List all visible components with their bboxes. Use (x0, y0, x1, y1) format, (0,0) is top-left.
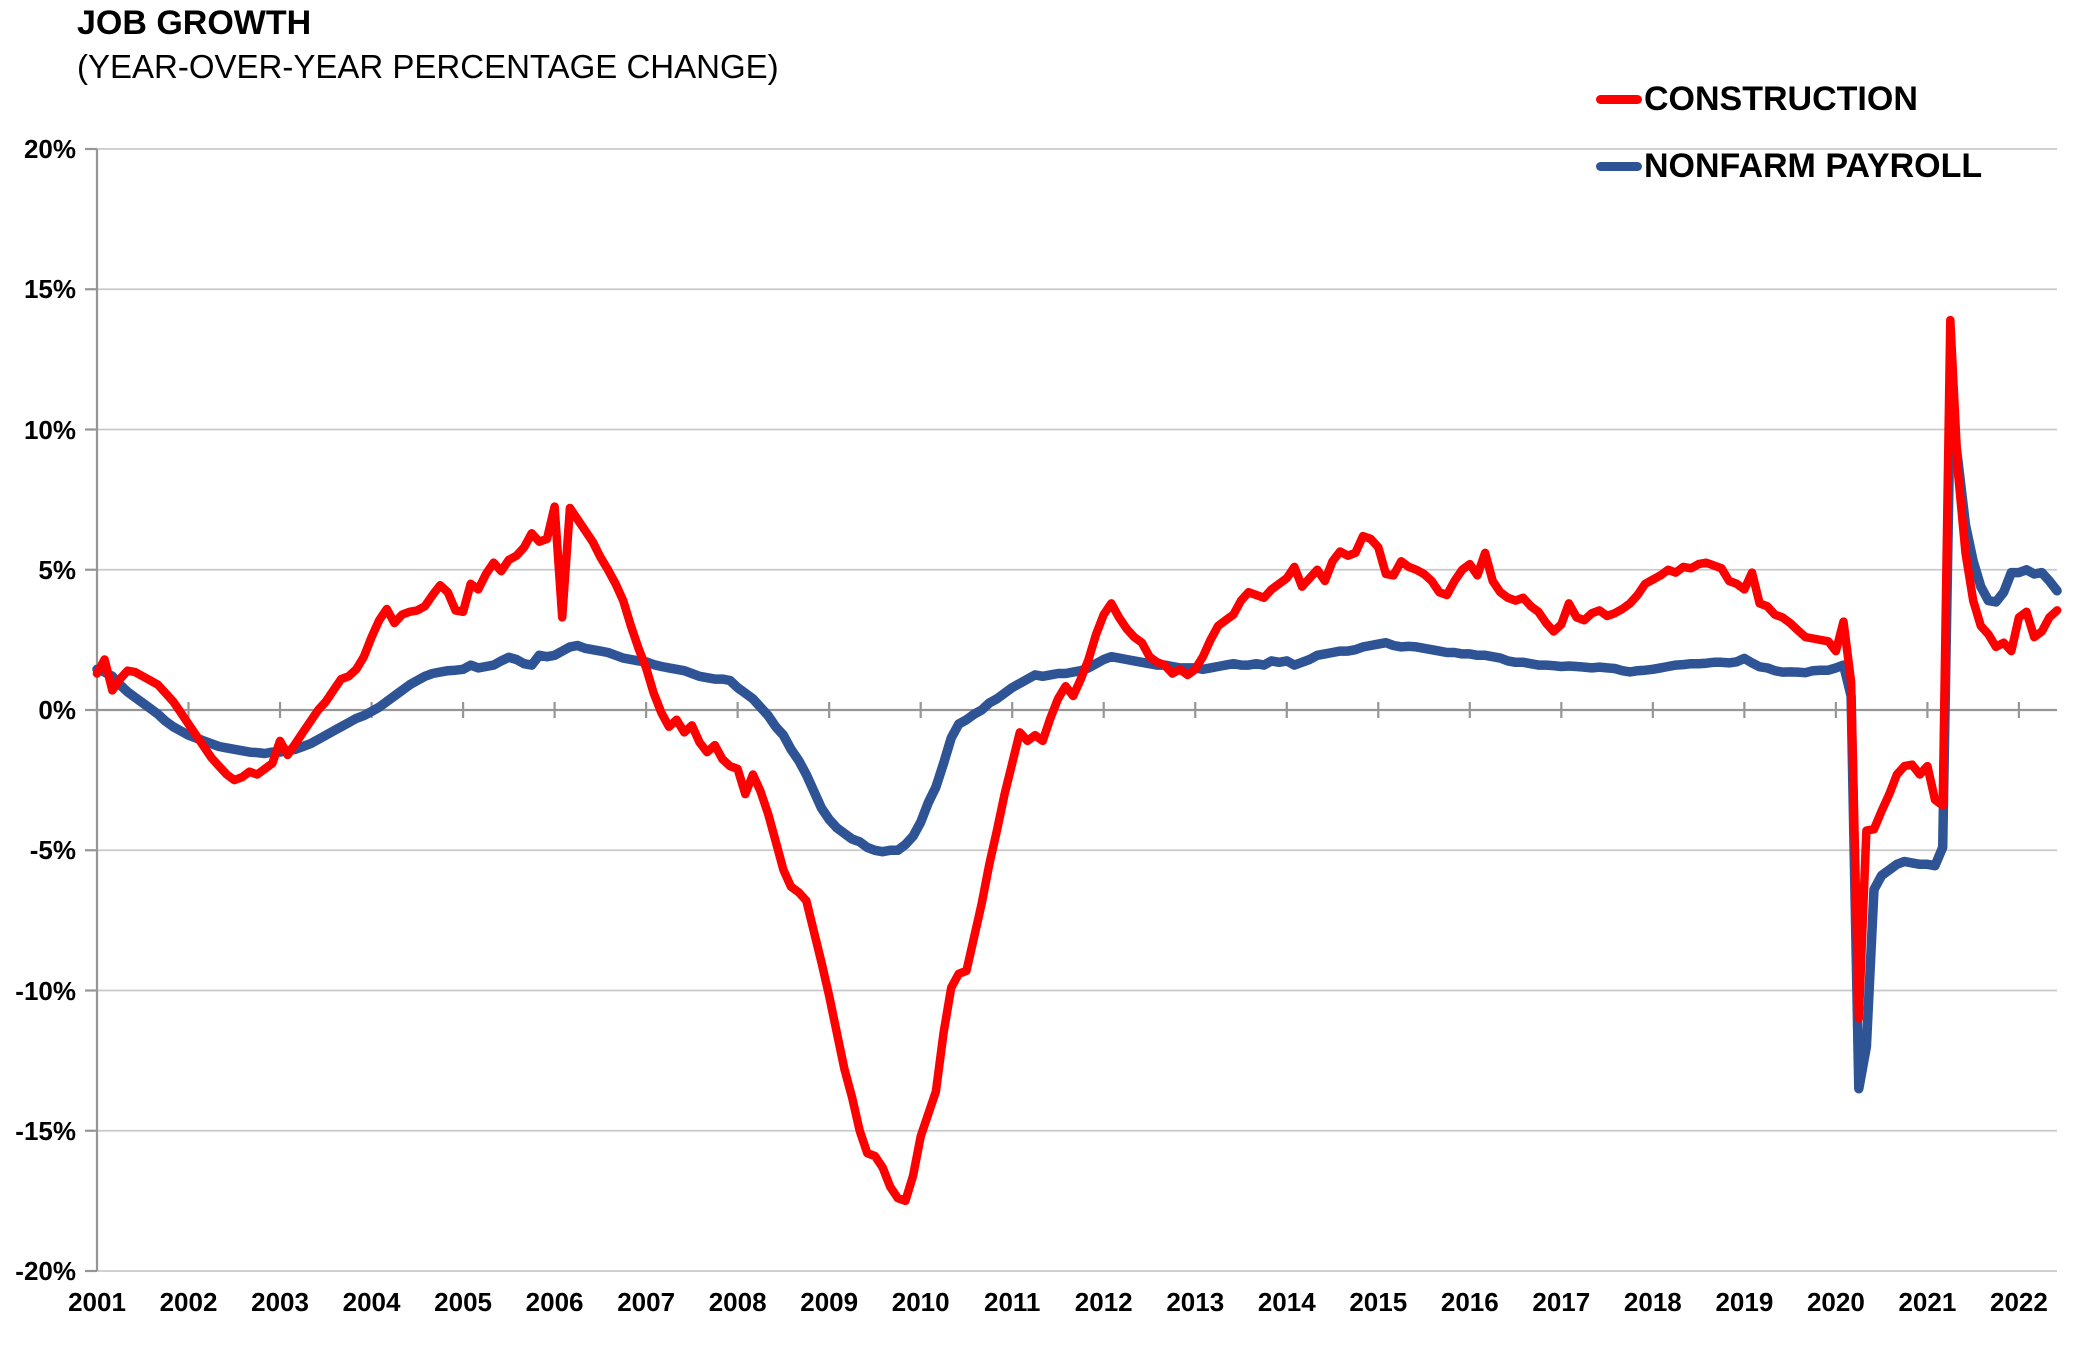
y-tick-label-15: 15% (23, 274, 76, 305)
legend-item-nonfarm-payroll: NONFARM PAYROLL (1596, 133, 1982, 200)
x-tick-label-2015: 2015 (1349, 1287, 1408, 1317)
chart-subtitle: (YEAR-OVER-YEAR PERCENTAGE CHANGE) (77, 48, 779, 85)
y-tick-label-0: 0% (38, 695, 76, 725)
legend-swatch-nonfarm-payroll (1596, 162, 1642, 171)
x-tick-label-2003: 2003 (251, 1287, 309, 1317)
x-tick-label-2019: 2019 (1715, 1287, 1774, 1317)
x-tick-label-2009: 2009 (800, 1287, 859, 1317)
x-tick-label-2006: 2006 (525, 1287, 584, 1317)
construction-line (92, 315, 2062, 1206)
x-tick-label-2021: 2021 (1898, 1287, 1957, 1317)
x-tick-label-2014: 2014 (1257, 1287, 1316, 1317)
x-tick-label-2007: 2007 (617, 1287, 676, 1317)
x-tick-label-2005: 2005 (434, 1287, 492, 1317)
x-tick-label-2001: 2001 (68, 1287, 126, 1317)
x-tick-label-2011: 2011 (983, 1287, 1041, 1317)
legend-label: CONSTRUCTION (1644, 80, 1918, 118)
x-tick-label-2008: 2008 (708, 1287, 767, 1317)
legend-label: NONFARM PAYROLL (1644, 147, 1983, 185)
x-tick-label-2010: 2010 (891, 1287, 950, 1317)
x-tick-label-2016: 2016 (1440, 1287, 1499, 1317)
legend-swatch-construction (1596, 95, 1642, 104)
x-tick-label-2020: 2020 (1806, 1287, 1865, 1317)
y-tick-label--10: -10% (15, 975, 76, 1006)
y-tick-label--5: -5% (29, 835, 76, 866)
y-tick-label--15: -15% (15, 1115, 76, 1146)
y-tick-label--20: -20% (15, 1256, 76, 1286)
y-tick-label-10: 10% (23, 414, 76, 445)
chart-title: JOB GROWTH (77, 4, 312, 42)
x-tick-label-2002: 2002 (159, 1287, 218, 1317)
y-tick-label-20: 20% (23, 134, 76, 164)
legend-item-construction: CONSTRUCTION (1596, 66, 1982, 133)
nonfarm-payroll-line (92, 399, 2062, 1094)
x-tick-label-2018: 2018 (1623, 1287, 1682, 1317)
x-tick-label-2004: 2004 (342, 1287, 401, 1317)
x-tick-label-2013: 2013 (1166, 1287, 1225, 1317)
legend: CONSTRUCTION NONFARM PAYROLL (1596, 66, 1982, 200)
x-tick-label-2012: 2012 (1074, 1287, 1133, 1317)
x-tick-label-2017: 2017 (1532, 1287, 1591, 1317)
x-tick-label-2022: 2022 (1989, 1287, 2048, 1317)
y-tick-label-5: 5% (38, 554, 76, 585)
